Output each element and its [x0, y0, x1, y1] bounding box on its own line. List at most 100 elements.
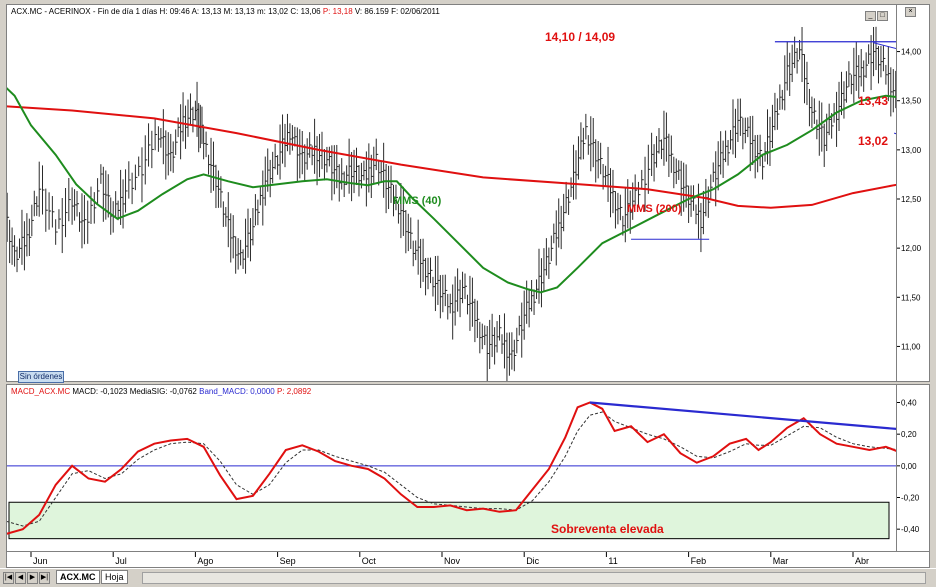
price-axis: × 14,00 13,50 13,00 12,50 12,00 11,50 11,00 — [897, 4, 930, 382]
quote-high: M: 13,13 — [223, 7, 255, 16]
price-bar — [363, 160, 366, 181]
price-bar — [449, 293, 453, 314]
price-bar — [587, 135, 591, 155]
first-sheet-button[interactable]: |◀ — [3, 572, 14, 584]
price-bar — [568, 189, 571, 215]
price-bar — [272, 151, 275, 184]
price-bar — [252, 208, 255, 246]
price-bar — [385, 164, 389, 214]
sma40-line — [7, 87, 896, 294]
price-bar — [365, 151, 369, 207]
sheet-tab-active[interactable]: ACX.MC — [56, 570, 100, 584]
sheet-tab-hoja[interactable]: Hoja — [101, 570, 128, 584]
price-chart-canvas: 14,10 / 14,09 13,43 13,02 MMS (40) MMS (… — [7, 26, 896, 381]
price-bar — [328, 146, 332, 167]
price-bar — [33, 190, 37, 217]
price-bar — [286, 113, 290, 152]
price-bar — [670, 135, 674, 173]
price-bar — [383, 142, 386, 198]
price-bar — [725, 130, 728, 163]
price-bar — [309, 132, 312, 158]
price-bar — [160, 128, 163, 148]
price-bar — [533, 289, 537, 315]
price-chart-panel[interactable]: ACX.MC - ACERINOX - Fin de día 1 días H:… — [6, 4, 897, 383]
price-bar — [521, 302, 524, 358]
price-bar — [395, 184, 398, 211]
price-bar — [420, 238, 423, 289]
price-bar — [665, 112, 669, 162]
price-bar — [489, 319, 492, 370]
price-bar — [131, 172, 135, 205]
price-bar — [388, 165, 391, 210]
macd-axis-tick-label: 0,00 — [901, 462, 917, 471]
quote-hour: H: 09:46 — [159, 7, 190, 16]
price-bar — [240, 239, 243, 266]
price-bar — [577, 136, 581, 180]
price-bar — [496, 321, 500, 353]
price-bar — [151, 130, 154, 169]
macd-header: MACD_ACX.MC MACD: -0,1023 MediaSIG: -0,0… — [11, 387, 311, 396]
price-bar — [277, 155, 280, 175]
price-bar — [117, 200, 121, 221]
price-bar — [148, 123, 151, 167]
close-button[interactable]: × — [905, 7, 916, 17]
price-bar — [259, 185, 263, 206]
price-bar — [180, 104, 183, 160]
time-axis-tick-label: Dic — [526, 556, 539, 566]
price-bar — [774, 92, 777, 131]
price-bar — [668, 133, 671, 177]
price-bar — [749, 116, 753, 172]
price-bar — [476, 300, 480, 338]
price-bar — [656, 136, 659, 168]
price-bar — [858, 55, 861, 99]
prev-sheet-button[interactable]: ◀ — [15, 572, 26, 584]
price-bar — [762, 153, 765, 180]
price-bar — [484, 325, 487, 346]
price-bar — [410, 217, 413, 249]
price-bar — [614, 191, 618, 229]
price-bar — [840, 71, 844, 116]
macd-panel[interactable]: MACD_ACX.MC MACD: -0,1023 MediaSIG: -0,0… — [6, 384, 897, 552]
price-bar — [439, 275, 443, 319]
price-bar — [319, 133, 322, 178]
price-bar — [658, 128, 662, 154]
no-orders-button[interactable]: Sin órdenes — [18, 371, 64, 383]
price-bar — [289, 123, 292, 155]
price-bar — [351, 152, 354, 202]
price-bar — [744, 117, 748, 144]
horizontal-scrollbar[interactable] — [142, 572, 926, 584]
sma200-line — [7, 105, 896, 209]
price-bar — [540, 258, 544, 308]
price-bar — [189, 93, 193, 125]
price-bar — [338, 164, 342, 202]
price-bar — [217, 170, 221, 208]
maximize-button[interactable]: □ — [877, 11, 888, 21]
price-bar — [808, 88, 812, 127]
price-bar — [128, 161, 131, 199]
price-bar — [61, 198, 65, 254]
quote-date: F: 02/06/2011 — [391, 7, 440, 16]
price-bar — [828, 103, 832, 136]
price-bar — [697, 183, 701, 239]
price-bar — [466, 294, 470, 315]
price-bar — [781, 89, 785, 110]
price-axis-tick-label: 11,50 — [901, 293, 921, 302]
price-bar — [31, 204, 34, 237]
price-bar — [299, 129, 302, 179]
price-bar — [700, 202, 703, 253]
price-bar — [637, 181, 641, 208]
last-sheet-button[interactable]: ▶| — [39, 572, 50, 584]
price-bar — [48, 192, 52, 230]
price-bar — [486, 325, 490, 381]
price-bar — [81, 193, 84, 249]
price-bar — [249, 218, 253, 262]
price-bar — [172, 141, 176, 173]
price-bar — [115, 191, 118, 217]
next-sheet-button[interactable]: ▶ — [27, 572, 38, 584]
price-bar — [9, 219, 12, 264]
price-bar — [429, 257, 433, 284]
price-bar — [494, 327, 497, 365]
price-bar — [296, 127, 300, 183]
time-axis-tick-label: Jun — [33, 556, 48, 566]
minimize-button[interactable]: _ — [865, 11, 876, 21]
